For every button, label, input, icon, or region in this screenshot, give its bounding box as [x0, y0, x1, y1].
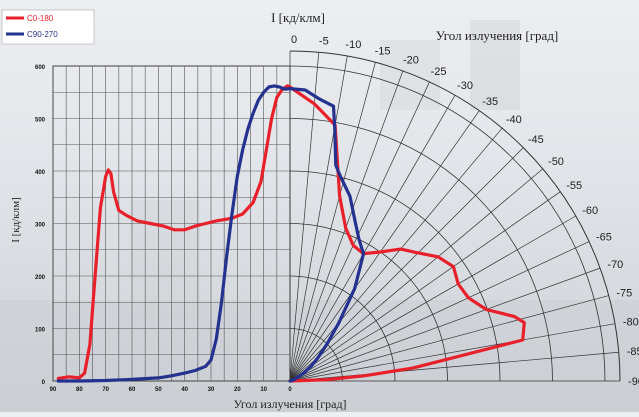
angle-tick-label: -60 — [582, 205, 598, 217]
angle-tick-label: -85 — [627, 346, 639, 358]
x-tick-label: 90 — [50, 387, 57, 393]
legend: C0-180 C90-270 — [1, 9, 95, 45]
x-tick-label: 50 — [155, 387, 162, 393]
y-tick-label: 500 — [35, 118, 46, 124]
x-tick-label: 30 — [208, 387, 215, 393]
angle-tick-label: -40 — [506, 114, 522, 126]
x-axis-label: Угол излучения [град] — [233, 397, 346, 411]
series-layer — [56, 84, 526, 383]
angle-tick-label: -25 — [431, 66, 447, 78]
x-tick-label: 40 — [181, 387, 188, 393]
angle-tick-label: -55 — [566, 180, 582, 192]
polar-ray — [289, 351, 619, 382]
series-line-polar — [288, 85, 526, 383]
angle-tick-label: -50 — [548, 156, 564, 168]
angle-tick-label: -45 — [528, 134, 544, 146]
angle-tick-label: -10 — [345, 39, 361, 51]
polar-ray — [289, 215, 576, 382]
polar-ray — [289, 295, 609, 382]
angle-tick-label: 0 — [291, 34, 297, 46]
series-line-cartesian — [56, 84, 292, 380]
polar-ray — [289, 95, 456, 382]
legend-box — [1, 9, 95, 45]
x-tick-label: 60 — [129, 387, 136, 393]
x-tick-label: 70 — [102, 387, 109, 393]
polar-ray — [289, 110, 480, 382]
polar-ray — [289, 191, 561, 382]
polar-ray — [289, 127, 503, 382]
polar-ray — [289, 81, 430, 382]
angle-tick-label: -65 — [596, 231, 612, 243]
y-tick-label: 400 — [35, 170, 46, 176]
series-line-polar — [288, 86, 366, 383]
right-axis-label: Угол излучения [град] — [436, 28, 559, 43]
angle-tick-label: -80 — [623, 317, 639, 329]
y-axis-label: I [кд/клм] — [10, 197, 22, 243]
polar-ray — [289, 55, 348, 382]
angle-tick-label: -15 — [375, 46, 391, 58]
x-tick-label: 80 — [76, 387, 83, 393]
series-line-cartesian — [56, 84, 292, 383]
tombstone — [470, 20, 520, 110]
legend-label: C0-180 — [27, 14, 54, 23]
polar-ray — [289, 323, 616, 382]
top-axis-label: I [кд/клм] — [271, 10, 325, 25]
angle-tick-label: -30 — [457, 80, 473, 92]
polar-ray — [289, 62, 376, 382]
y-tick-label: 200 — [35, 275, 46, 281]
polar-grid — [289, 50, 621, 382]
background-graveyard — [0, 20, 639, 412]
x-tick-label: 10 — [260, 387, 267, 393]
y-tick-label: 300 — [35, 223, 46, 229]
polar-ray — [289, 168, 544, 382]
legend-label: C90-270 — [27, 30, 58, 39]
angle-tick-label: -35 — [482, 96, 498, 108]
angle-tick-label: -90 — [628, 376, 639, 388]
angle-tick-label: -5 — [319, 35, 329, 47]
tombstone — [380, 40, 440, 110]
polar-ray — [289, 52, 320, 382]
y-tick-label: 600 — [35, 65, 46, 71]
angle-tick-label: -20 — [403, 55, 419, 67]
y-tick-label: 0 — [42, 380, 46, 386]
angle-tick-label: -75 — [616, 287, 632, 299]
polar-ray — [289, 241, 590, 382]
y-tick-label: 100 — [35, 328, 46, 334]
angle-tick-label: -70 — [607, 259, 623, 271]
polar-ray — [289, 267, 601, 382]
x-tick-label: 0 — [288, 387, 292, 393]
tombstone — [130, 200, 200, 320]
x-tick-label: 20 — [234, 387, 241, 393]
